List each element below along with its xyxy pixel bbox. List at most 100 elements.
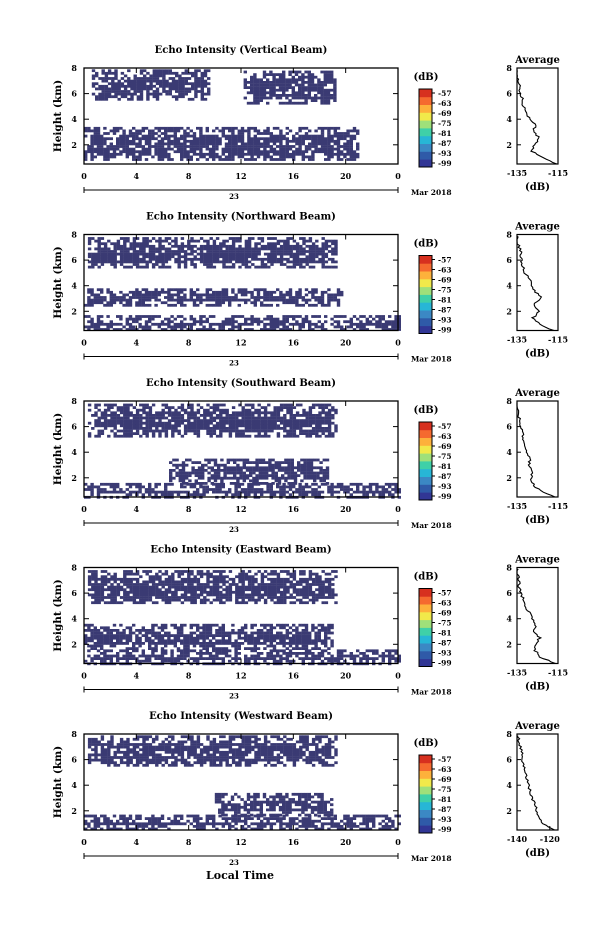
echo-cell [333,94,337,97]
echo-cell [191,87,195,91]
echo-cell [343,137,347,141]
echo-cell [313,474,317,477]
echo-cell [314,490,318,494]
echo-cell [160,147,165,151]
echo-cell [235,596,239,599]
echo-cell [87,150,91,154]
echo-cell [183,317,187,321]
echo-cell [122,150,126,154]
average-y-tick-label: 6 [506,255,512,265]
echo-cell [164,572,169,576]
echo-cell [349,322,353,326]
echo-cell [160,150,165,154]
echo-cell [175,471,179,475]
echo-cell [249,466,253,470]
echo-cell [346,490,350,494]
echo-cell [154,145,158,148]
echo-cell [234,145,238,148]
echo-cell [324,255,329,259]
echo-cell [308,424,313,428]
echo-cell [267,255,271,259]
echo-cell [255,463,259,467]
echo-cell [174,416,178,420]
echo-cell [271,466,275,470]
panel-title: Echo Intensity (Eastward Beam) [150,545,331,556]
echo-cell [283,601,287,605]
echo-cell [96,126,101,130]
echo-cell [123,74,128,78]
echo-cell [160,126,165,130]
echo-cell [327,411,332,415]
echo-cell [265,474,269,477]
echo-cell [146,92,150,96]
echo-cell [289,585,293,589]
echo-cell [295,244,300,248]
echo-cell [394,482,398,486]
echo-cell [107,434,111,438]
echo-cell [234,134,238,138]
echo-cell [254,242,258,246]
echo-cell [276,126,280,130]
echo-cell [110,575,114,579]
echo-cell [284,479,288,483]
echo-cell [148,244,153,248]
echo-cell [94,434,98,438]
echo-cell [207,82,211,86]
echo-cell [292,590,297,594]
echo-cell [126,252,130,256]
echo-cell [231,139,235,143]
echo-cell [263,427,268,430]
echo-cell [251,593,255,597]
echo-cell [151,322,155,326]
echo-cell [235,432,239,435]
echo-cell [257,424,261,428]
echo-cell [321,411,325,415]
echo-cell [117,90,121,93]
echo-cell [346,488,350,491]
echo-cell [290,469,294,472]
echo-cell [100,252,105,256]
echo-cell [183,490,187,494]
echo-cell [277,479,282,483]
echo-cell [302,257,306,261]
echo-cell [282,155,286,159]
echo-cell [215,257,220,261]
echo-cell [123,411,127,415]
echo-cell [177,572,181,576]
echo-cell [323,91,327,95]
echo-cell [218,142,222,146]
echo-cell [208,315,213,318]
echo-cell [334,247,338,251]
echo-cell [158,244,162,248]
echo-cell [132,490,136,494]
echo-cell [113,421,117,425]
echo-cell [224,155,229,159]
echo-cell [103,583,108,586]
echo-cell [160,493,165,497]
echo-cell [107,69,112,73]
echo-cell [241,257,245,261]
echo-cell [109,296,113,299]
echo-cell [310,88,315,92]
echo-cell [311,406,316,409]
echo-cell [343,142,347,146]
echo-cell [152,74,156,78]
echo-cell [304,137,309,141]
echo-cell [119,424,124,428]
echo-cell [301,91,305,95]
echo-cell [212,250,217,253]
echo-cell [138,296,142,299]
echo-cell [247,137,251,141]
echo-cell [260,303,264,307]
echo-cell [103,416,108,420]
echo-cell [186,298,190,302]
echo-cell [112,293,117,297]
echo-cell [141,129,145,133]
echo-cell [212,328,216,331]
echo-cell [155,95,160,99]
average-x-tick-label: -115 [548,501,568,511]
echo-cell [253,296,257,299]
echo-cell [313,466,317,470]
echo-cell [190,429,194,433]
echo-cell [159,92,163,96]
